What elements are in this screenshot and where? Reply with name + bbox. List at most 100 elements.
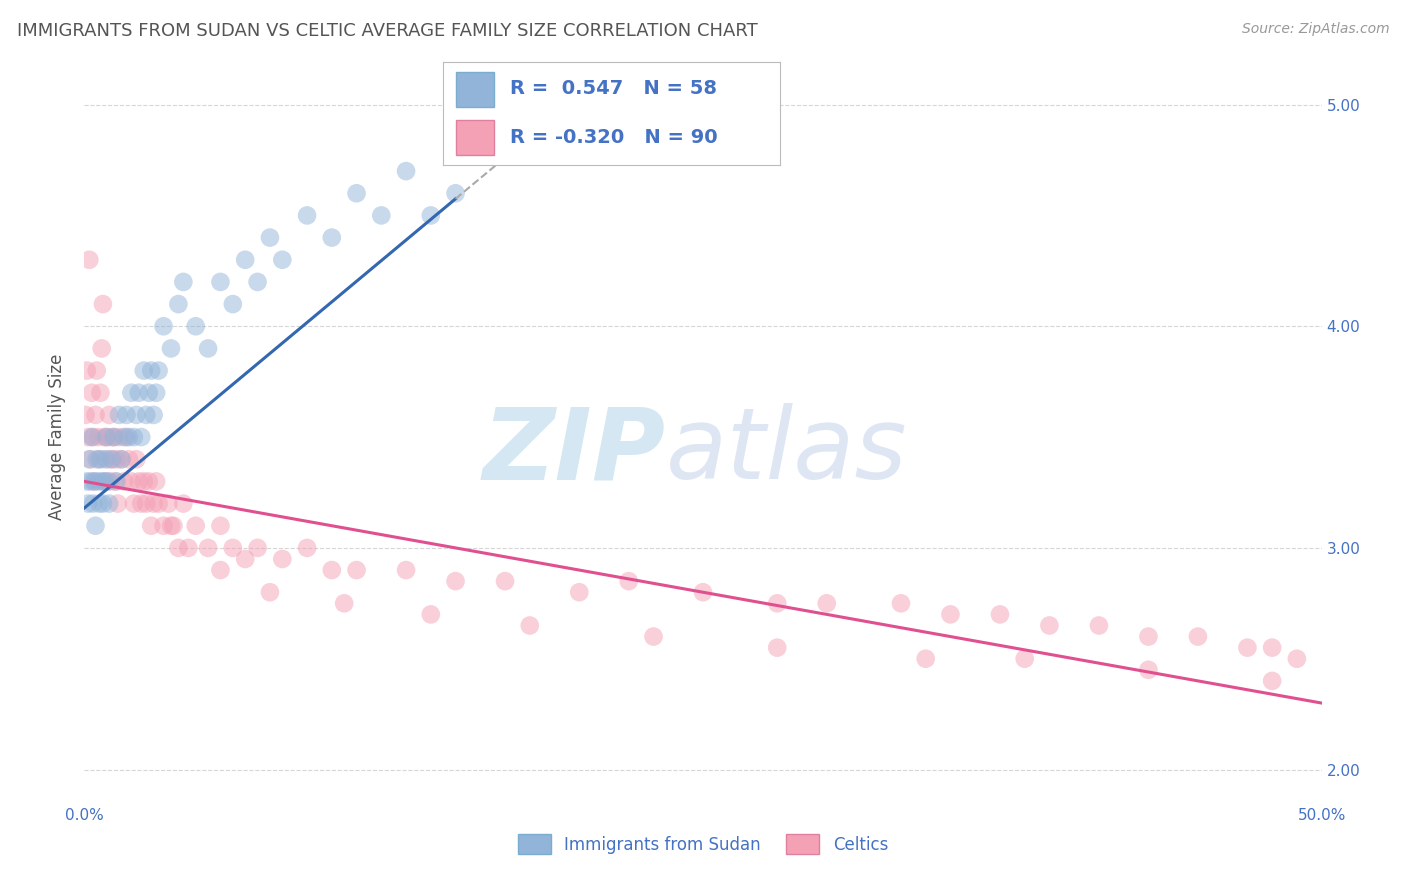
Point (148, 363, 170, 377)
Point (89, 385, 111, 400)
Point (115, 408, 138, 422)
Point (145, 385, 167, 400)
Point (79, 475, 101, 489)
Point (103, 430, 125, 444)
Point (167, 297, 190, 311)
Point (321, 563, 343, 577)
Point (132, 363, 155, 377)
Text: R =  0.547   N = 58: R = 0.547 N = 58 (510, 79, 717, 98)
Point (233, 252, 256, 267)
Point (519, 618, 541, 632)
Point (89, 452, 111, 467)
Point (333, 596, 356, 610)
Point (98, 497, 121, 511)
Point (395, 164, 418, 178)
Point (87, 475, 110, 489)
Point (148, 497, 170, 511)
Point (103, 430, 125, 444)
Point (141, 363, 163, 377)
Point (91, 497, 114, 511)
Point (76, 363, 98, 377)
Point (84, 518, 107, 533)
Point (444, 186, 467, 201)
Point (346, 563, 368, 577)
Point (766, 596, 789, 610)
Point (90, 475, 112, 489)
Point (988, 607, 1011, 622)
Y-axis label: Average Family Size: Average Family Size (48, 354, 66, 520)
Point (110, 452, 132, 467)
Point (80, 385, 103, 400)
FancyBboxPatch shape (457, 71, 494, 106)
Point (135, 408, 157, 422)
Point (128, 385, 150, 400)
Point (98, 475, 121, 489)
Point (692, 585, 714, 599)
Point (107, 497, 129, 511)
Point (1261, 640, 1284, 655)
Point (766, 640, 789, 655)
Point (101, 452, 124, 467)
Point (152, 319, 174, 334)
Point (83, 475, 105, 489)
Point (914, 651, 936, 665)
Point (105, 475, 128, 489)
Point (1038, 618, 1060, 632)
Point (84, 408, 107, 422)
Point (295, 209, 318, 223)
Point (93, 475, 115, 489)
Point (177, 541, 200, 555)
Point (152, 518, 174, 533)
Point (494, 574, 516, 589)
Point (125, 452, 148, 467)
Point (75, 408, 97, 422)
Point (160, 518, 183, 533)
Point (98, 408, 121, 422)
Point (162, 518, 184, 533)
Point (105, 452, 128, 467)
Point (83, 475, 105, 489)
Point (172, 497, 194, 511)
Point (1261, 673, 1284, 688)
Text: IMMIGRANTS FROM SUDAN VS CELTIC AVERAGE FAMILY SIZE CORRELATION CHART: IMMIGRANTS FROM SUDAN VS CELTIC AVERAGE … (17, 22, 758, 40)
Point (122, 497, 145, 511)
Point (222, 297, 245, 311)
Point (112, 475, 135, 489)
Point (89, 497, 111, 511)
Point (197, 541, 219, 555)
Point (259, 585, 281, 599)
Point (94, 475, 117, 489)
Point (815, 596, 838, 610)
Point (346, 186, 368, 201)
Point (100, 430, 122, 444)
Point (104, 475, 127, 489)
Point (568, 585, 591, 599)
Point (222, 541, 245, 555)
Point (122, 430, 145, 444)
Point (1137, 630, 1160, 644)
Point (89, 452, 111, 467)
Point (444, 574, 467, 589)
Point (82, 430, 104, 444)
Point (97, 475, 120, 489)
Point (132, 475, 155, 489)
Text: ZIP: ZIP (482, 403, 666, 500)
Point (1014, 651, 1036, 665)
Point (100, 452, 122, 467)
Point (129, 430, 152, 444)
Point (76, 475, 98, 489)
Point (271, 552, 294, 566)
Point (197, 342, 219, 356)
Point (115, 430, 138, 444)
Point (1285, 651, 1308, 665)
FancyBboxPatch shape (457, 120, 494, 155)
Point (79, 452, 101, 467)
Point (90, 342, 112, 356)
Point (617, 574, 640, 589)
Point (419, 209, 441, 223)
Point (419, 607, 441, 622)
Point (118, 452, 141, 467)
Point (1236, 640, 1258, 655)
Point (97, 452, 120, 467)
Point (82, 497, 104, 511)
